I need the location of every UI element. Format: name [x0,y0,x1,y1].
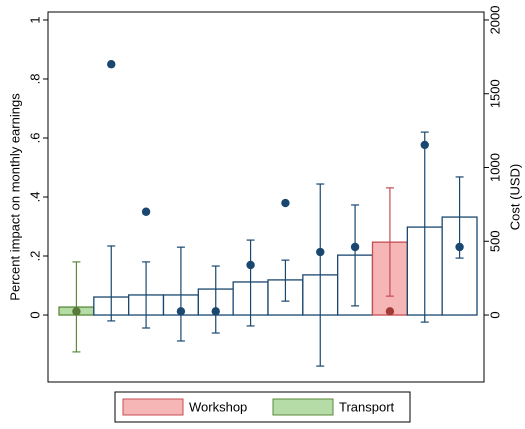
cost-dot [211,307,220,316]
legend-swatch [122,398,184,416]
legend-swatch [272,398,334,416]
legend-label: Workshop [189,399,247,414]
y-tick-label: .6 [27,133,42,144]
y-tick-label: .2 [27,251,42,262]
y2-axis-title: Cost (USD) [507,164,522,230]
cost-dot [176,307,186,316]
cost-dot [350,242,360,252]
cost-dot [246,260,255,270]
legend-box [114,391,411,423]
legend-label: Transport [339,399,395,414]
y2-tick-label: 1500 [487,79,502,108]
cost-dot [385,307,395,316]
cost-dot [72,307,81,316]
cost-dot [455,242,464,252]
cost-dot [316,247,325,257]
y-tick-label: 1 [27,16,42,23]
cost-dot [141,207,151,216]
y2-tick-label: 0 [487,311,502,318]
y-tick-label: .8 [27,74,42,85]
y2-tick-label: 1000 [487,153,502,182]
y-axis-title: Percent impact on monthly earnings [7,93,22,301]
y2-tick-label: 500 [487,230,502,252]
cost-dot [107,60,116,69]
y-tick-label: 0 [27,311,42,318]
cost-dot [281,198,290,208]
cost-dot [420,140,429,150]
y2-tick-label: 2000 [487,6,502,35]
y-tick-label: .4 [27,192,42,203]
